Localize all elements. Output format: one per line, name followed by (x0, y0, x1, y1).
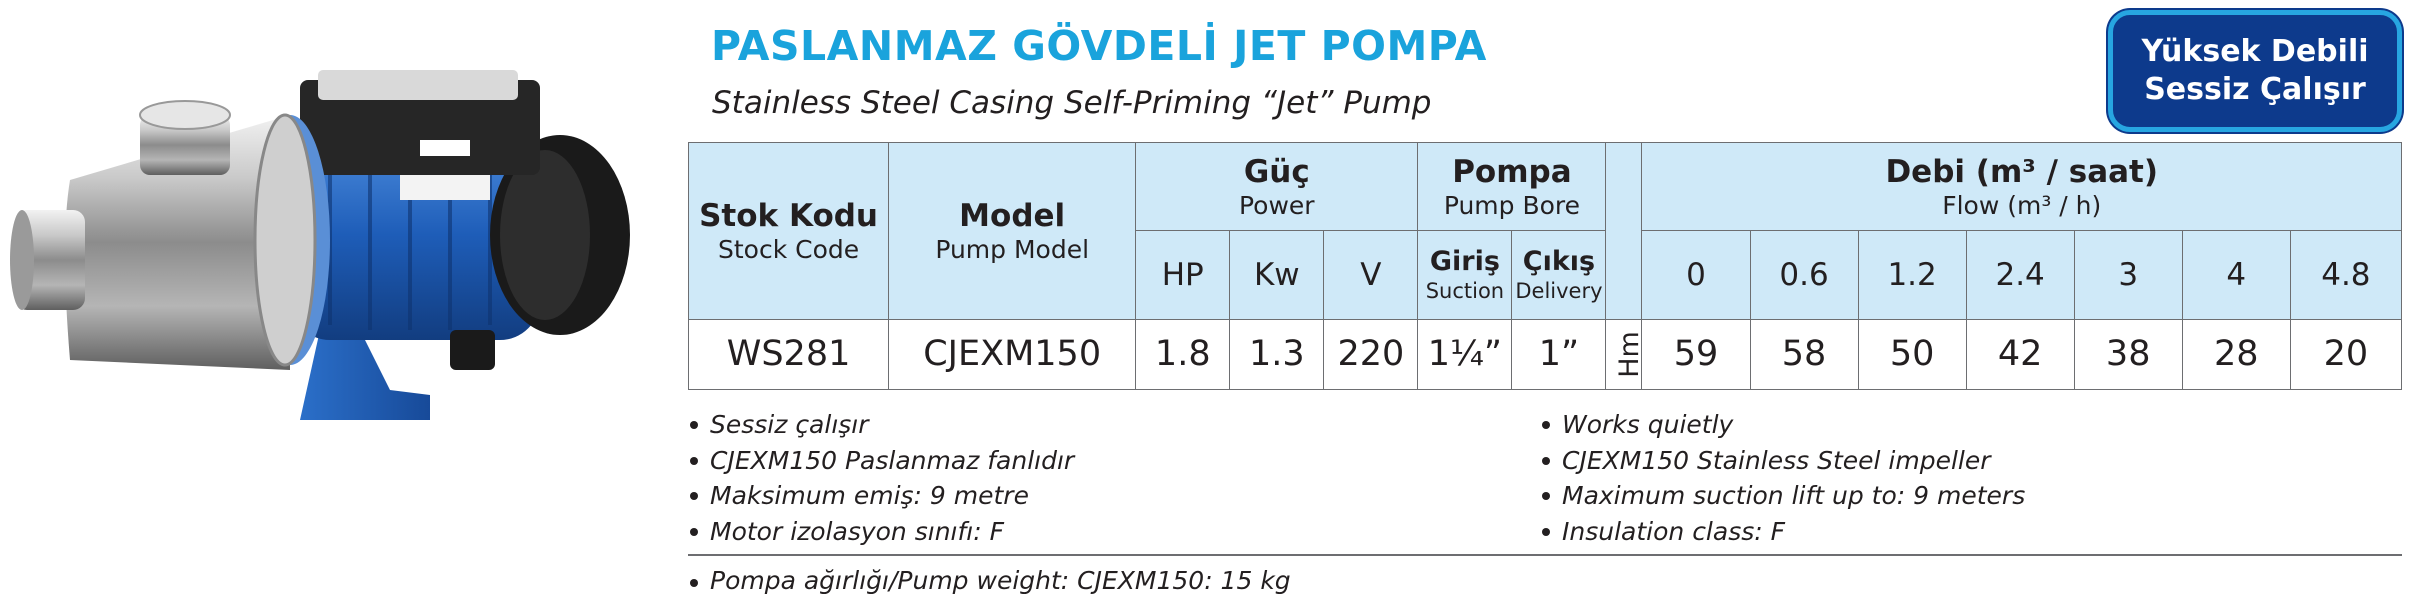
head-value-cell: 42 (1965, 318, 2075, 391)
bore-label-en: Pump Bore (1443, 190, 1581, 220)
flow-point-header: 0.6 (1749, 230, 1859, 320)
delivery-label-en: Delivery (1515, 279, 1603, 304)
voltage-cell: 220 (1323, 318, 1419, 391)
hp-cell: 1.8 (1135, 318, 1231, 391)
notes-english: Works quietly CJEXM150 Stainless Steel i… (1540, 407, 2025, 549)
head-unit-label: Hm (1614, 331, 1642, 378)
flow-label-tr: Debi (m³ / saat) (1885, 153, 2159, 190)
model-label-en: Pump Model (935, 234, 1090, 264)
head-value-cell: 59 (1641, 318, 1751, 391)
spec-table: Stok Kodu Stock Code Model Pump Model Gü… (687, 141, 2403, 391)
notes-turkish: Sessiz çalışır CJEXM150 Paslanmaz fanlıd… (688, 407, 1074, 549)
suction-label-en: Suction (1425, 279, 1505, 304)
note-item: Works quietly (1540, 407, 2025, 443)
delivery-label-tr: Çıkış (1522, 246, 1596, 278)
suction-label-tr: Giriş (1429, 246, 1500, 278)
head-spacer-header (1605, 142, 1643, 320)
pump-product-image (10, 70, 630, 420)
flow-label-en: Flow (m³ / h) (1942, 190, 2102, 220)
flow-header: Debi (m³ / saat) Flow (m³ / h) (1641, 141, 2402, 232)
suction-header: Giriş Suction (1417, 230, 1513, 320)
stock-code-label-tr: Stok Kodu (699, 197, 878, 234)
pump-bore-header: Pompa Pump Bore (1417, 141, 1607, 232)
model-header: Model Pump Model (888, 142, 1137, 320)
head-value-cell: 38 (2073, 318, 2183, 391)
head-value-cell: 28 (2181, 318, 2291, 391)
flow-point-header: 3 (2073, 230, 2183, 320)
kw-cell: 1.3 (1229, 318, 1325, 391)
badge-line-2: Sessiz Çalışır (2144, 72, 2366, 107)
note-item: Maksimum emiş: 9 metre (688, 478, 1074, 514)
stock-code-cell: WS281 (687, 318, 890, 391)
feature-badge: Yüksek Debili Sessiz Çalışır (2108, 10, 2402, 132)
flow-point-header: 2.4 (1965, 230, 2075, 320)
notes-divider (688, 554, 2402, 556)
suction-cell: 1¼” (1417, 318, 1513, 391)
page-subtitle: Stainless Steel Casing Self-Priming “Jet… (712, 85, 1432, 121)
note-item: CJEXM150 Stainless Steel impeller (1540, 443, 2025, 479)
head-value-cell: 20 (2289, 318, 2403, 391)
voltage-header: V (1323, 230, 1419, 320)
table-row: WS281 CJEXM150 1.8 1.3 220 1¼” 1” Hm 59 … (687, 318, 2403, 391)
head-value-cell: 58 (1749, 318, 1859, 391)
note-item: Maximum suction lift up to: 9 meters (1540, 478, 2025, 514)
note-item: CJEXM150 Paslanmaz fanlıdır (688, 443, 1074, 479)
kw-header: Kw (1229, 230, 1325, 320)
bore-label-tr: Pompa (1452, 153, 1572, 190)
power-label-en: Power (1239, 190, 1315, 220)
model-label-tr: Model (959, 197, 1066, 234)
note-item: Sessiz çalışır (688, 407, 1074, 443)
power-label-tr: Güç (1243, 153, 1310, 190)
flow-point-header: 4 (2181, 230, 2291, 320)
flow-point-header: 1.2 (1857, 230, 1967, 320)
stock-code-header: Stok Kodu Stock Code (687, 142, 890, 320)
head-unit-cell: Hm (1605, 318, 1643, 391)
delivery-header: Çıkış Delivery (1511, 230, 1607, 320)
hp-header: HP (1135, 230, 1231, 320)
badge-line-1: Yüksek Debili (2141, 34, 2369, 69)
flow-point-header: 4.8 (2289, 230, 2403, 320)
model-cell: CJEXM150 (888, 318, 1137, 391)
flow-point-header: 0 (1641, 230, 1751, 320)
delivery-cell: 1” (1511, 318, 1607, 391)
note-item: Motor izolasyon sınıfı: F (688, 514, 1074, 550)
power-header: Güç Power (1135, 141, 1419, 232)
stock-code-label-en: Stock Code (717, 234, 860, 264)
weight-note: Pompa ağırlığı/Pump weight: CJEXM150: 15… (688, 566, 1291, 595)
head-value-cell: 50 (1857, 318, 1967, 391)
note-item: Insulation class: F (1540, 514, 2025, 550)
page-title: PASLANMAZ GÖVDELİ JET POMPA (711, 22, 1487, 70)
